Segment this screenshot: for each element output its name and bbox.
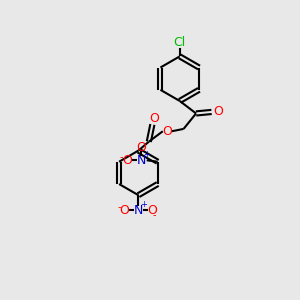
Text: -: - [120,152,124,162]
Text: O: O [136,141,146,154]
Text: O: O [162,125,172,138]
Text: O: O [149,112,159,125]
Text: +: + [143,150,150,159]
Text: O: O [122,154,132,167]
Text: N: N [134,203,143,217]
Text: Cl: Cl [174,36,186,49]
Text: -: - [117,202,121,212]
Text: O: O [148,203,158,217]
Text: O: O [213,106,223,118]
Text: +: + [140,200,147,209]
Text: -: - [152,210,156,220]
Text: O: O [119,203,129,217]
Text: N: N [137,154,146,167]
